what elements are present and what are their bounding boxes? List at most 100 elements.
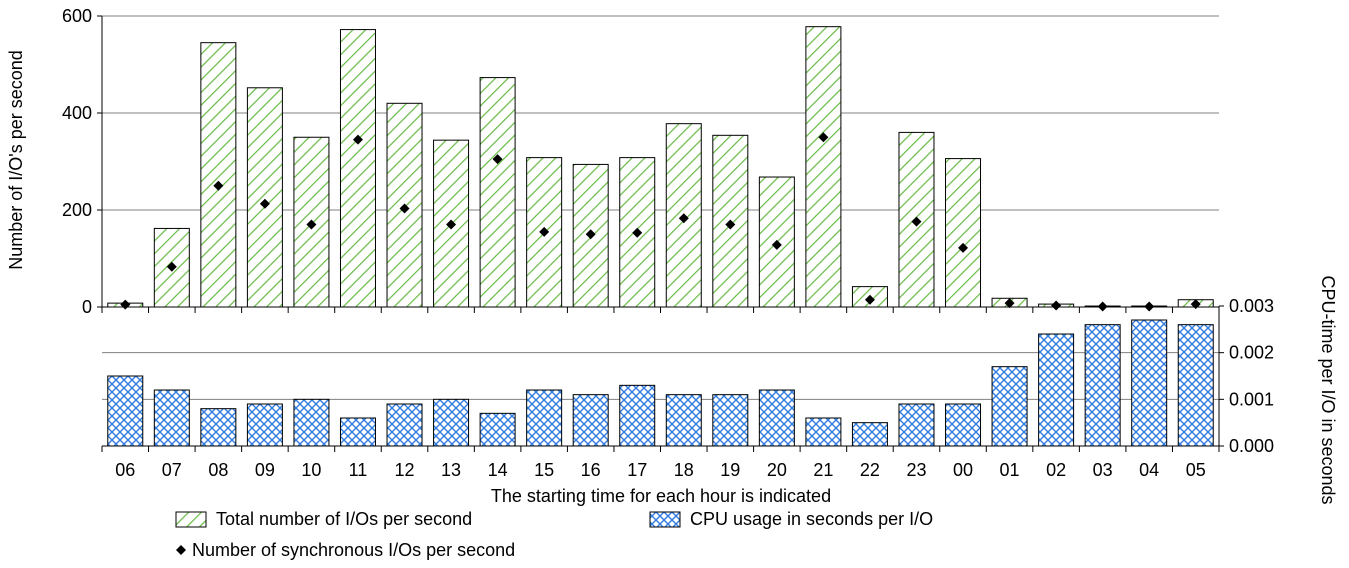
sync-io-marker (1051, 300, 1062, 311)
cpu-bar (945, 403, 982, 447)
legend-label-total: Total number of I/Os per second (216, 509, 472, 529)
bottom-y-tick-label: 0.003 (1229, 296, 1274, 316)
top-gridlines (102, 15, 1219, 211)
sync-io-marker (539, 226, 550, 237)
cpu-bar (619, 384, 656, 447)
cpu-bar (433, 398, 470, 447)
cpu-bar (153, 389, 190, 447)
sync-io-marker (213, 180, 224, 191)
legend-diamond-marker-icon (176, 545, 186, 555)
sync-io-marker (585, 229, 596, 240)
x-tick-label: 21 (813, 460, 833, 480)
cpu-bar (1177, 324, 1214, 447)
bottom-y-tick-label: 0.002 (1229, 343, 1274, 363)
top-y-axis-title: Number of I/O's per second (6, 50, 26, 270)
total-io-bar (619, 157, 656, 308)
x-tick-label: 13 (441, 460, 461, 480)
bottom-y-axis-title: CPU-time per I/O in seconds (1318, 275, 1338, 504)
cpu-bar (339, 417, 376, 447)
bottom-gridlines (102, 352, 1219, 400)
top-y-tick-label: 600 (62, 6, 92, 26)
x-tick-label: 12 (395, 460, 415, 480)
x-tick-label: 10 (301, 460, 321, 480)
bottom-y-tick-labels: 0.000 0.001 0.002 0.003 (1229, 296, 1274, 456)
x-tick-label: 11 (349, 460, 368, 480)
sync-io-marker (446, 219, 457, 230)
cpu-bar (991, 366, 1028, 447)
cpu-bar (386, 403, 423, 447)
total-io-bar (339, 29, 376, 308)
sync-io-marker (725, 219, 736, 230)
total-io-bar (805, 26, 842, 308)
cpu-bar (479, 412, 516, 447)
total-io-bar (200, 42, 237, 308)
x-tick-label: 16 (581, 460, 601, 480)
sync-io-marker (864, 294, 875, 305)
x-tick-label: 03 (1093, 460, 1113, 480)
legend-swatch-total (175, 511, 207, 528)
top-y-tick-label: 200 (62, 200, 92, 220)
sync-io-marker (632, 227, 643, 238)
x-tick-label: 05 (1186, 460, 1206, 480)
cpu-bar (851, 422, 888, 447)
x-tick-label: 09 (255, 460, 275, 480)
x-tick-label: 15 (534, 460, 554, 480)
sync-io-marker (120, 299, 131, 310)
sync-io-marker (166, 261, 177, 272)
x-tick-label: 01 (1000, 460, 1020, 480)
legend-swatch-cpu (649, 511, 681, 528)
axes (97, 15, 1224, 452)
sync-io-marker (352, 134, 363, 145)
total-io-bar (479, 77, 516, 308)
sync-io-marker (818, 132, 829, 143)
x-tick-label: 07 (162, 460, 182, 480)
x-tick-label: 06 (115, 460, 135, 480)
sync-io-marker (492, 154, 503, 165)
x-tick-label: 23 (906, 460, 926, 480)
cpu-bar (107, 375, 144, 447)
sync-io-marker (306, 219, 317, 230)
cpu-bar (805, 417, 842, 447)
sync-io-marker (678, 213, 689, 224)
cpu-bar (1131, 319, 1168, 447)
cpu-bar (200, 408, 237, 447)
cpu-bar (293, 398, 330, 447)
total-io-bar (945, 158, 982, 308)
bottom-y-tick-label: 0.000 (1229, 436, 1274, 456)
total-io-bar (665, 123, 702, 308)
x-tick-label: 08 (208, 460, 228, 480)
sync-io-marker (911, 216, 922, 227)
total-io-bars (107, 26, 1214, 308)
sync-io-marker (958, 242, 969, 253)
sync-io-marker (399, 203, 410, 214)
cpu-bar (758, 389, 795, 447)
x-tick-label: 19 (720, 460, 740, 480)
cpu-bar (712, 394, 749, 447)
x-tick-label: 22 (860, 460, 880, 480)
cpu-bar (246, 403, 283, 447)
sync-io-marker (771, 239, 782, 250)
top-y-tick-labels: 0 200 400 600 (62, 6, 92, 317)
x-tick-label: 14 (488, 460, 508, 480)
total-io-bar (246, 87, 283, 308)
x-tick-label: 00 (953, 460, 973, 480)
x-tick-label: 02 (1046, 460, 1066, 480)
cpu-bars (107, 319, 1214, 447)
x-tick-label: 20 (767, 460, 787, 480)
x-tick-label: 04 (1139, 460, 1159, 480)
cpu-bar (1084, 324, 1121, 447)
cpu-bar (526, 389, 563, 447)
sync-io-markers (120, 132, 1201, 312)
legend: Total number of I/Os per second CPU usag… (175, 509, 933, 560)
legend-label-cpu: CPU usage in seconds per I/O (690, 509, 933, 529)
cpu-bar (665, 394, 702, 447)
x-tick-labels: 06 07 08 09 10 11 12 13 14 15 16 17 18 19 20 21 22 23 00 01… (115, 460, 1205, 480)
cpu-bar (898, 403, 935, 447)
top-y-tick-label: 0 (82, 297, 92, 317)
legend-label-sync: Number of synchronous I/Os per second (192, 540, 515, 560)
sync-io-marker (259, 198, 270, 209)
x-tick-label: 17 (627, 460, 647, 480)
x-axis-title: The starting time for each hour is indic… (491, 486, 831, 506)
cpu-bar (1038, 333, 1075, 447)
